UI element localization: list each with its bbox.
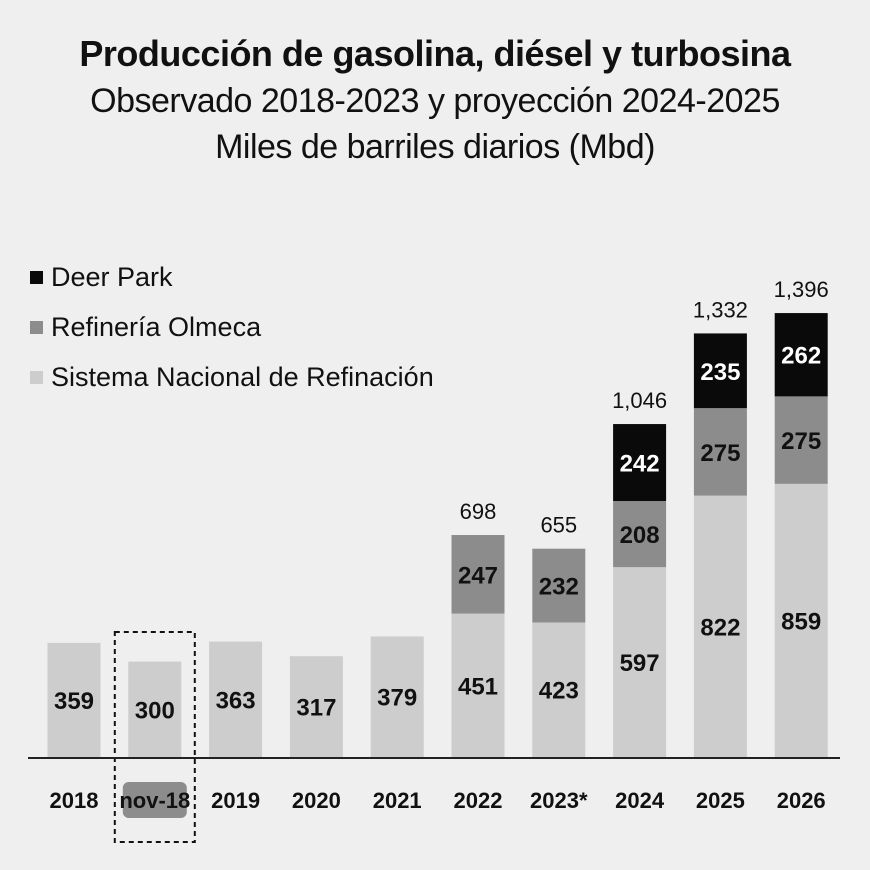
bar-segment-2018-0 (47, 642, 101, 757)
data-label: 275 (700, 440, 740, 467)
bar-segment-2022-0 (451, 613, 505, 757)
x-tick-label: 2023* (530, 788, 588, 813)
x-tick-label: 2021 (373, 788, 422, 813)
bar-segment-2026-0 (774, 483, 828, 757)
legend-swatch-olmeca (30, 320, 43, 334)
data-label: 242 (620, 451, 660, 478)
highlight-pill (122, 782, 187, 818)
legend-item-olmeca: Refinería Olmeca (30, 302, 434, 352)
legend-label-deer-park: Deer Park (51, 261, 173, 292)
data-label: 317 (296, 695, 336, 722)
x-tick-label: 2018 (50, 788, 99, 813)
total-label: 698 (460, 499, 497, 524)
bar-segment-2026-2 (774, 313, 828, 397)
bar-segment-nov-18-0 (128, 661, 182, 757)
data-label: 822 (700, 614, 740, 641)
x-tick-label: 2026 (777, 788, 826, 813)
chart-subtitle: Observado 2018-2023 y proyección 2024-20… (90, 82, 780, 120)
bar-segment-2026-1 (774, 396, 828, 484)
chart-title: Producción de gasolina, diésel y turbosi… (79, 33, 791, 74)
data-label: 859 (781, 608, 821, 635)
bar-segment-2020-0 (289, 656, 343, 757)
data-label: 597 (620, 650, 660, 677)
legend-swatch-deer-park (30, 270, 43, 284)
bar-segment-2022-1 (451, 535, 505, 614)
bar-segment-2025-0 (693, 495, 747, 757)
data-label: 262 (781, 343, 821, 370)
data-label: 275 (781, 428, 821, 455)
data-label: 451 (458, 673, 498, 700)
data-label: 300 (135, 697, 175, 724)
data-label: 379 (377, 685, 417, 712)
legend: Deer Park Refinería Olmeca Sistema Nacio… (30, 252, 434, 402)
data-label: 247 (458, 562, 498, 589)
legend-item-deer-park: Deer Park (30, 252, 434, 302)
total-label: 1,396 (774, 277, 829, 302)
legend-swatch-snr (30, 370, 43, 384)
bar-segment-2025-1 (693, 408, 747, 496)
bar-segment-2023*-0 (532, 622, 586, 757)
bar-segment-2024-2 (613, 424, 667, 502)
highlight-frame (113, 631, 196, 843)
data-label: 232 (539, 574, 579, 601)
data-label: 363 (216, 687, 256, 714)
legend-label-snr: Sistema Nacional de Refinación (51, 361, 434, 392)
data-label: 359 (54, 688, 94, 715)
title-block: Producción de gasolina, diésel y turbosi… (0, 30, 870, 170)
bar-segment-2025-2 (693, 333, 747, 409)
x-tick-label: nov-18 (119, 788, 190, 813)
data-label: 423 (539, 678, 579, 705)
x-tick-label: 2020 (292, 788, 341, 813)
legend-label-olmeca: Refinería Olmeca (51, 311, 262, 342)
x-tick-label: 2019 (211, 788, 260, 813)
x-tick-label: 2024 (615, 788, 665, 813)
x-tick-label: 2025 (696, 788, 745, 813)
total-label: 1,046 (612, 388, 667, 413)
data-label: 235 (700, 359, 740, 386)
x-tick-label: 2022 (454, 788, 503, 813)
bar-segment-2024-0 (613, 567, 667, 757)
bar-segment-2024-1 (613, 501, 667, 568)
bar-segment-2019-0 (209, 641, 263, 757)
chart-unit: Miles de barriles diarios (Mbd) (215, 128, 655, 166)
legend-item-snr: Sistema Nacional de Refinación (30, 352, 434, 402)
total-label: 655 (540, 513, 577, 538)
data-label: 208 (620, 522, 660, 549)
bar-segment-2021-0 (370, 636, 424, 757)
bar-segment-2023*-1 (532, 548, 586, 623)
total-label: 1,332 (693, 297, 748, 322)
